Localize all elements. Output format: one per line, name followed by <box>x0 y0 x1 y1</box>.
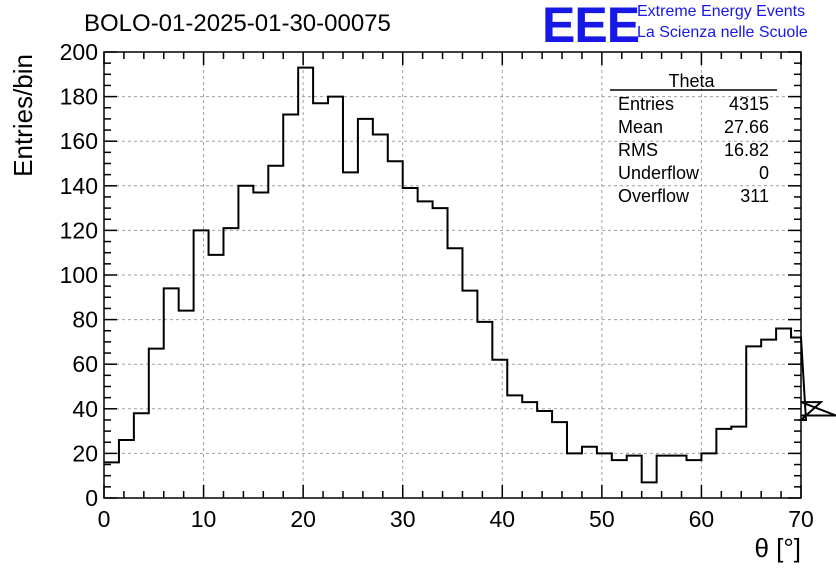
y-tick-label: 80 <box>72 307 98 333</box>
histogram-series <box>104 66 836 484</box>
stats-row-label: Mean <box>618 117 663 137</box>
x-tick-label: 40 <box>489 506 515 532</box>
stats-row-label: RMS <box>618 140 658 160</box>
y-tick-label: 180 <box>60 84 98 110</box>
eee-logo: EEE <box>542 0 640 53</box>
x-tick-label: 60 <box>689 506 715 532</box>
y-tick-label: 200 <box>60 39 98 65</box>
stats-row-label: Overflow <box>618 186 690 206</box>
stats-row-value: 0 <box>759 163 769 183</box>
stats-row-value: 27.66 <box>724 117 769 137</box>
y-tick-label: 120 <box>60 217 98 243</box>
chart-title: BOLO-01-2025-01-30-00075 <box>84 10 391 37</box>
stats-row-label: Underflow <box>618 163 700 183</box>
x-tick-label: 70 <box>788 506 814 532</box>
stats-row-value: 4315 <box>729 94 769 114</box>
y-tick-label: 20 <box>72 440 98 466</box>
y-tick-label: 0 <box>85 485 98 511</box>
tick-labels: 0 10 20 30 40 50 60 70 0 20 40 60 80 100 120 140 160 180 2… <box>60 39 814 532</box>
plot-frame <box>103 51 802 499</box>
y-tick-label: 160 <box>60 128 98 154</box>
stats-row-value: 311 <box>740 186 769 206</box>
x-tick-label: 20 <box>290 506 316 532</box>
x-tick-label: 30 <box>390 506 416 532</box>
grid-lines <box>104 52 801 498</box>
x-tick-label: 0 <box>98 506 111 532</box>
stats-row-label: Entries <box>618 94 674 114</box>
x-tick-label: 50 <box>589 506 615 532</box>
eee-tagline-2: La Scienza nelle Scuole <box>637 24 808 41</box>
y-tick-label: 60 <box>72 351 98 377</box>
stats-row-value: 16.82 <box>724 140 769 160</box>
eee-tagline-1: Extreme Energy Events <box>637 3 806 20</box>
stats-box: Theta Entries 4315 Mean 27.66 RMS 16.82 Underf… <box>610 71 777 206</box>
x-tick-label: 10 <box>191 506 217 532</box>
y-tick-label: 40 <box>72 396 98 422</box>
x-axis-title: θ [°] <box>754 533 801 563</box>
axis-ticks <box>103 51 802 499</box>
stats-box-rows: Entries 4315 Mean 27.66 RMS 16.82 Underflow 0 Ov… <box>618 94 769 206</box>
y-tick-label: 140 <box>60 173 98 199</box>
y-tick-label: 100 <box>60 262 98 288</box>
stats-box-title: Theta <box>668 71 715 91</box>
y-axis-title: Entries/bin <box>8 54 38 177</box>
